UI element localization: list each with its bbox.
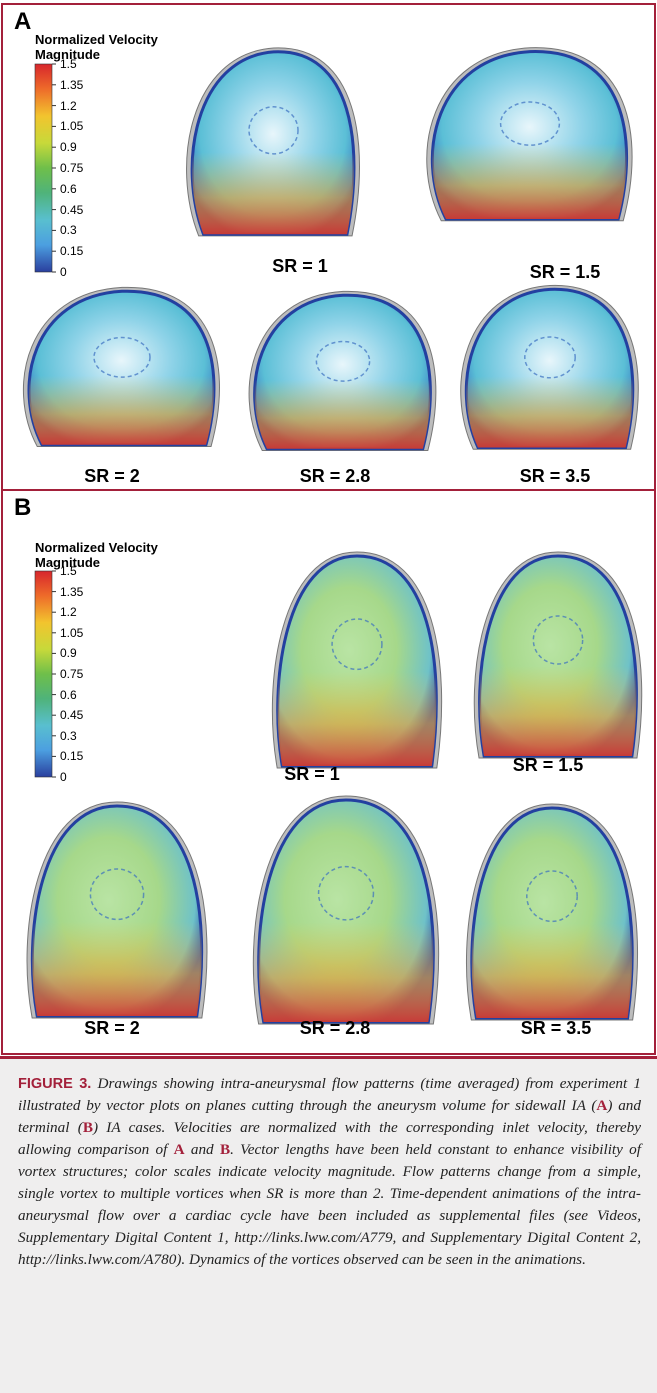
legend-tick-label: 0.45 <box>60 203 83 217</box>
sr-label: SR = 2.8 <box>300 466 371 487</box>
caption-text: . Vector lengths have been held constant… <box>18 1141 641 1268</box>
panel-ref: A <box>596 1097 607 1114</box>
legend-tick-label: 0.45 <box>60 708 83 722</box>
legend-tick-label: 1.2 <box>60 99 77 113</box>
sr-label: SR = 3.5 <box>520 466 591 487</box>
legend-tick-label: 0.3 <box>60 729 77 743</box>
legend-tick-label: 1.35 <box>60 585 83 599</box>
panel-letter: A <box>14 8 31 36</box>
legend-tick-label: 0.3 <box>60 223 77 237</box>
legend-tick-label: 1.5 <box>60 57 77 71</box>
panel-ref: B <box>83 1119 93 1136</box>
sr-label: SR = 3.5 <box>521 1018 592 1039</box>
color-bar <box>35 64 52 272</box>
caption-text: and <box>185 1141 220 1158</box>
sr-label: SR = 1 <box>272 256 328 277</box>
caption-text: Drawings showing intra-aneurysmal flow p… <box>18 1075 641 1114</box>
sr-label: SR = 1.5 <box>513 755 584 776</box>
legend-tick-label: 1.35 <box>60 78 83 92</box>
legend-tick-label: 0.9 <box>60 140 77 154</box>
legend-tick-label: 0.15 <box>60 244 83 258</box>
panel-ref: B <box>220 1141 230 1158</box>
legend-tick-label: 0.15 <box>60 749 83 763</box>
legend-tick-label: 1.05 <box>60 626 83 640</box>
color-bar <box>35 571 52 777</box>
figure <box>0 0 657 1056</box>
legend-tick-label: 0 <box>60 265 67 279</box>
page: FIGURE 3. Drawings showing intra-aneurys… <box>0 0 657 1393</box>
sr-label: SR = 2 <box>84 466 140 487</box>
sr-label: SR = 2 <box>84 1018 140 1039</box>
legend-tick-label: 0.9 <box>60 646 77 660</box>
caption: FIGURE 3. Drawings showing intra-aneurys… <box>0 1056 657 1393</box>
panel-ref: A <box>174 1141 185 1158</box>
sr-label: SR = 1 <box>284 764 340 785</box>
legend-tick-label: 0.6 <box>60 182 77 196</box>
legend-tick-label: 1.05 <box>60 119 83 133</box>
panel-letter: B <box>14 494 31 522</box>
sr-label: SR = 2.8 <box>300 1018 371 1039</box>
legend-tick-label: 0.75 <box>60 667 83 681</box>
figure-label: FIGURE 3. <box>18 1076 91 1092</box>
sr-label: SR = 1.5 <box>530 262 601 283</box>
legend-tick-label: 0.6 <box>60 688 77 702</box>
legend-tick-label: 1.5 <box>60 564 77 578</box>
legend-tick-label: 0.75 <box>60 161 83 175</box>
legend-tick-label: 0 <box>60 770 67 784</box>
legend-tick-label: 1.2 <box>60 605 77 619</box>
